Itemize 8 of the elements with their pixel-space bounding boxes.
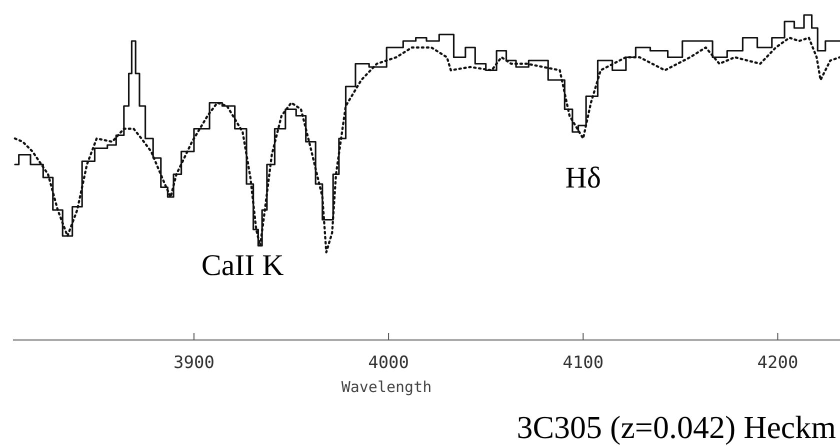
x-axis-title: Wavelength: [341, 378, 432, 396]
x-tick-label: 4100: [562, 353, 604, 373]
annotation: CaII K: [201, 249, 284, 282]
x-tick-label: 4200: [757, 353, 798, 373]
text: 3C305 (z=0.042) Heckm: [516, 409, 836, 445]
x-tick-label: 4000: [368, 353, 410, 373]
x-tick-label: 3900: [173, 353, 214, 373]
annotation: Hδ: [565, 161, 602, 194]
